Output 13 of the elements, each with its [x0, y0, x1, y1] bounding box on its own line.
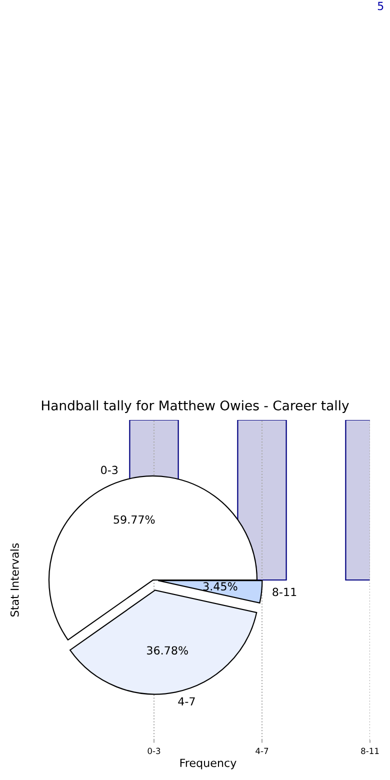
slice-label: 0-3: [101, 466, 118, 474]
data-label: 36.78%: [147, 646, 188, 655]
y-axis-title: Stat Intervals: [10, 543, 19, 616]
data-label: 59.77%: [114, 515, 155, 524]
chart-title: Handball tally for Matthew Owies - Career tally: [42, 400, 349, 413]
x-tick-label: 0-3: [148, 748, 160, 754]
text: 5: [378, 2, 384, 10]
data-label: 3.45%: [203, 582, 238, 591]
x-axis-title: Frequency: [180, 758, 236, 770]
x-tick-label: 8-11: [361, 748, 379, 754]
slice-label: 8-11: [272, 588, 296, 596]
x-tick-label: 4-7: [256, 748, 268, 754]
slice-label: 4-7: [178, 697, 195, 706]
